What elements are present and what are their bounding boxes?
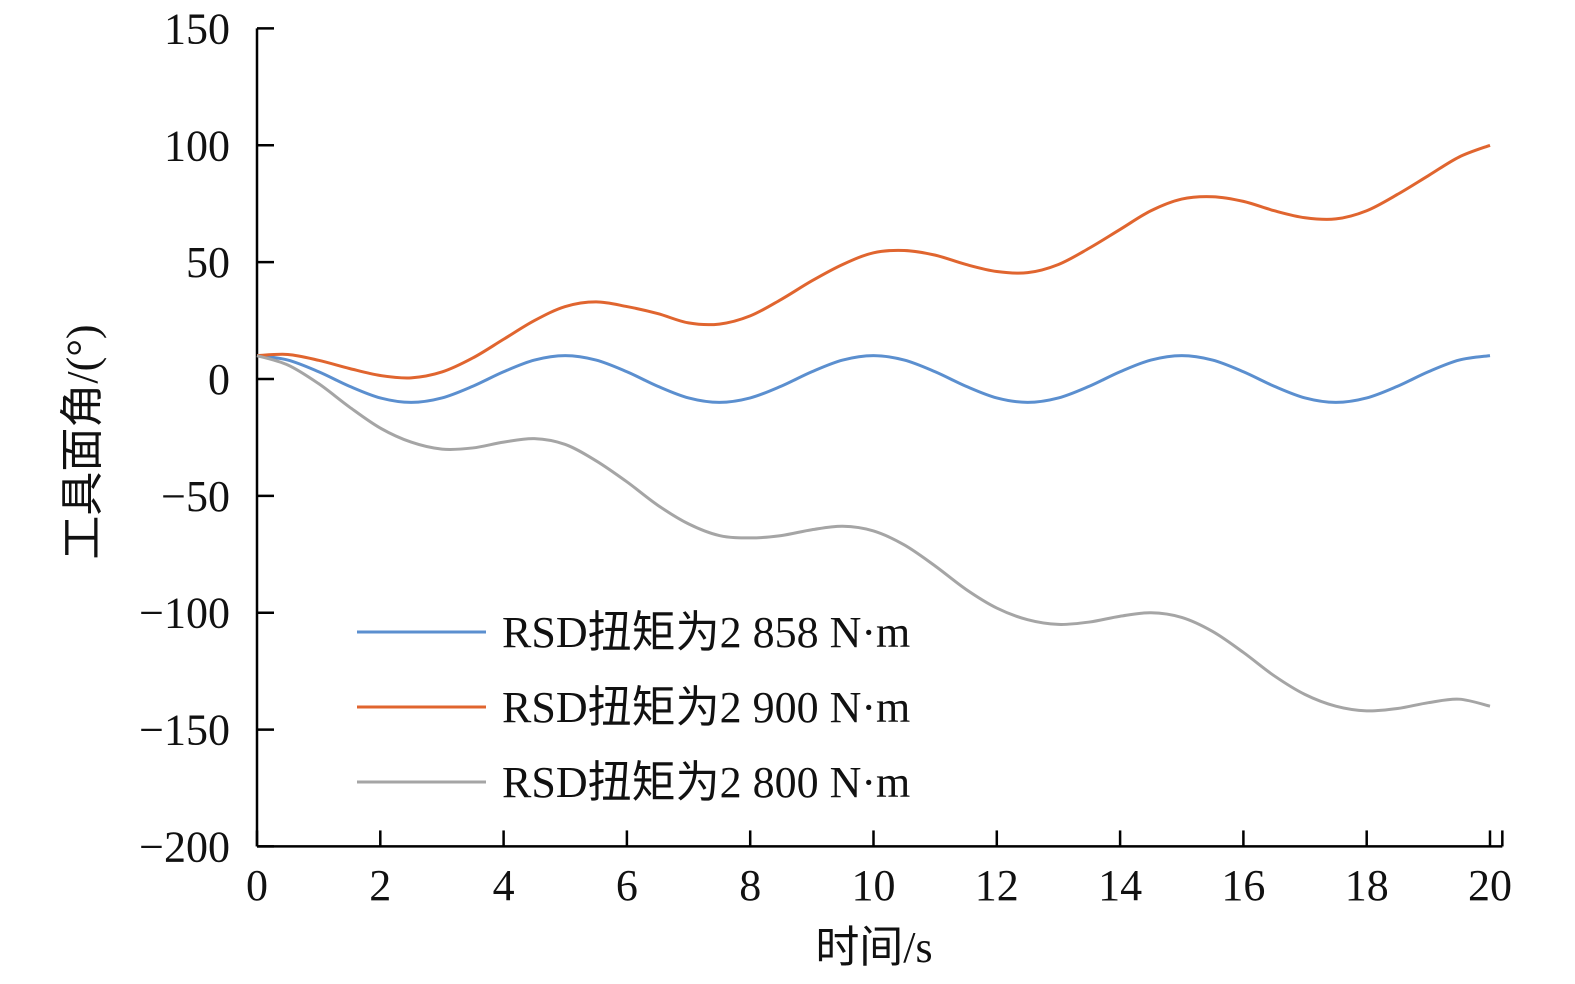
y-tick-label: −100 [139, 589, 230, 638]
y-axis-label: 工具面角/(°) [58, 324, 107, 559]
y-tick-label: −50 [161, 472, 230, 521]
x-tick-label: 8 [739, 861, 761, 910]
x-tick-label: 18 [1345, 861, 1389, 910]
x-axis-label: 时间/s [815, 923, 932, 972]
x-tick-label: 4 [493, 861, 515, 910]
series-line-3 [256, 354, 1491, 713]
x-tick-label: 12 [975, 861, 1019, 910]
x-tick-label: 6 [616, 861, 638, 910]
legend-label-1: RSD扭矩为2 858 N·m [502, 608, 910, 657]
x-tick-label: 20 [1468, 861, 1512, 910]
x-tick-label: 0 [246, 861, 268, 910]
y-tick-label: 100 [164, 121, 230, 170]
series-line-1 [256, 354, 1491, 404]
x-tick-label: 10 [852, 861, 896, 910]
y-tick-label: 0 [208, 355, 230, 404]
series-line-2 [256, 143, 1491, 380]
y-tick-label: 50 [186, 238, 230, 287]
y-tick-label: −150 [139, 706, 230, 755]
legend-label-2: RSD扭矩为2 900 N·m [502, 683, 910, 732]
x-tick-label: 2 [369, 861, 391, 910]
x-tick-label: 14 [1098, 861, 1142, 910]
y-tick-label: −200 [139, 822, 230, 871]
x-tick-label: 16 [1221, 861, 1265, 910]
y-tick-label: 150 [164, 4, 230, 53]
legend-label-3: RSD扭矩为2 800 N·m [502, 758, 910, 807]
